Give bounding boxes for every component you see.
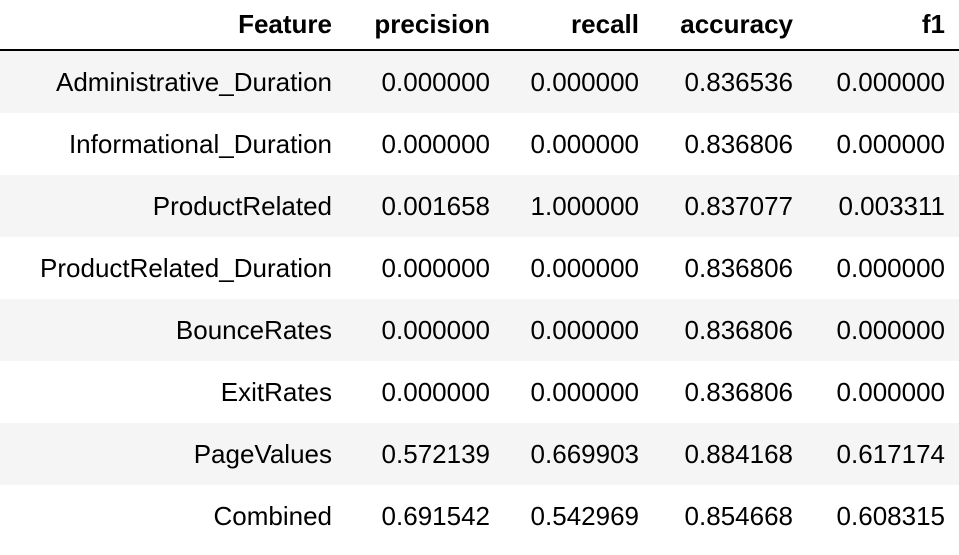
precision-cell: 0.000000: [346, 361, 504, 423]
feature-cell: PageValues: [0, 423, 346, 485]
f1-cell: 0.617174: [807, 423, 959, 485]
column-header-accuracy: accuracy: [653, 0, 807, 51]
feature-cell: Combined: [0, 485, 346, 547]
table-row: ExitRates 0.000000 0.000000 0.836806 0.00000…: [0, 361, 959, 423]
precision-cell: 0.691542: [346, 485, 504, 547]
accuracy-cell: 0.836806: [653, 299, 807, 361]
recall-cell: 0.000000: [504, 50, 653, 113]
column-header-f1: f1: [807, 0, 959, 51]
accuracy-cell: 0.854668: [653, 485, 807, 547]
table-header: Feature precision recall accuracy f1: [0, 0, 959, 51]
feature-cell: Administrative_Duration: [0, 50, 346, 113]
precision-cell: 0.000000: [346, 113, 504, 175]
table-row: Combined 0.691542 0.542969 0.854668 0.608315: [0, 485, 959, 547]
accuracy-cell: 0.884168: [653, 423, 807, 485]
f1-cell: 0.000000: [807, 361, 959, 423]
f1-cell: 0.000000: [807, 113, 959, 175]
recall-cell: 0.542969: [504, 485, 653, 547]
recall-cell: 0.000000: [504, 361, 653, 423]
table-row: ProductRelated_Duration 0.000000 0.000000 0…: [0, 237, 959, 299]
column-header-feature: Feature: [0, 0, 346, 51]
precision-cell: 0.000000: [346, 50, 504, 113]
accuracy-cell: 0.836806: [653, 113, 807, 175]
table-row: Administrative_Duration 0.000000 0.000000 0…: [0, 50, 959, 113]
feature-cell: ExitRates: [0, 361, 346, 423]
precision-cell: 0.000000: [346, 299, 504, 361]
recall-cell: 0.000000: [504, 237, 653, 299]
table-body: Administrative_Duration 0.000000 0.000000 0…: [0, 50, 959, 547]
feature-cell: BounceRates: [0, 299, 346, 361]
table-row: BounceRates 0.000000 0.000000 0.836806 0.000…: [0, 299, 959, 361]
table-row: PageValues 0.572139 0.669903 0.884168 0.6171…: [0, 423, 959, 485]
recall-cell: 1.000000: [504, 175, 653, 237]
precision-cell: 0.000000: [346, 237, 504, 299]
header-row: Feature precision recall accuracy f1: [0, 0, 959, 51]
recall-cell: 0.669903: [504, 423, 653, 485]
precision-cell: 0.572139: [346, 423, 504, 485]
accuracy-cell: 0.836806: [653, 237, 807, 299]
accuracy-cell: 0.837077: [653, 175, 807, 237]
f1-cell: 0.000000: [807, 237, 959, 299]
recall-cell: 0.000000: [504, 299, 653, 361]
precision-cell: 0.001658: [346, 175, 504, 237]
column-header-precision: precision: [346, 0, 504, 51]
accuracy-cell: 0.836806: [653, 361, 807, 423]
f1-cell: 0.608315: [807, 485, 959, 547]
table-row: ProductRelated 0.001658 1.000000 0.837077 0.…: [0, 175, 959, 237]
f1-cell: 0.000000: [807, 299, 959, 361]
feature-cell: ProductRelated: [0, 175, 346, 237]
recall-cell: 0.000000: [504, 113, 653, 175]
feature-cell: Informational_Duration: [0, 113, 346, 175]
f1-cell: 0.000000: [807, 50, 959, 113]
accuracy-cell: 0.836536: [653, 50, 807, 113]
f1-cell: 0.003311: [807, 175, 959, 237]
column-header-recall: recall: [504, 0, 653, 51]
feature-cell: ProductRelated_Duration: [0, 237, 346, 299]
table-row: Informational_Duration 0.000000 0.000000 0.…: [0, 113, 959, 175]
